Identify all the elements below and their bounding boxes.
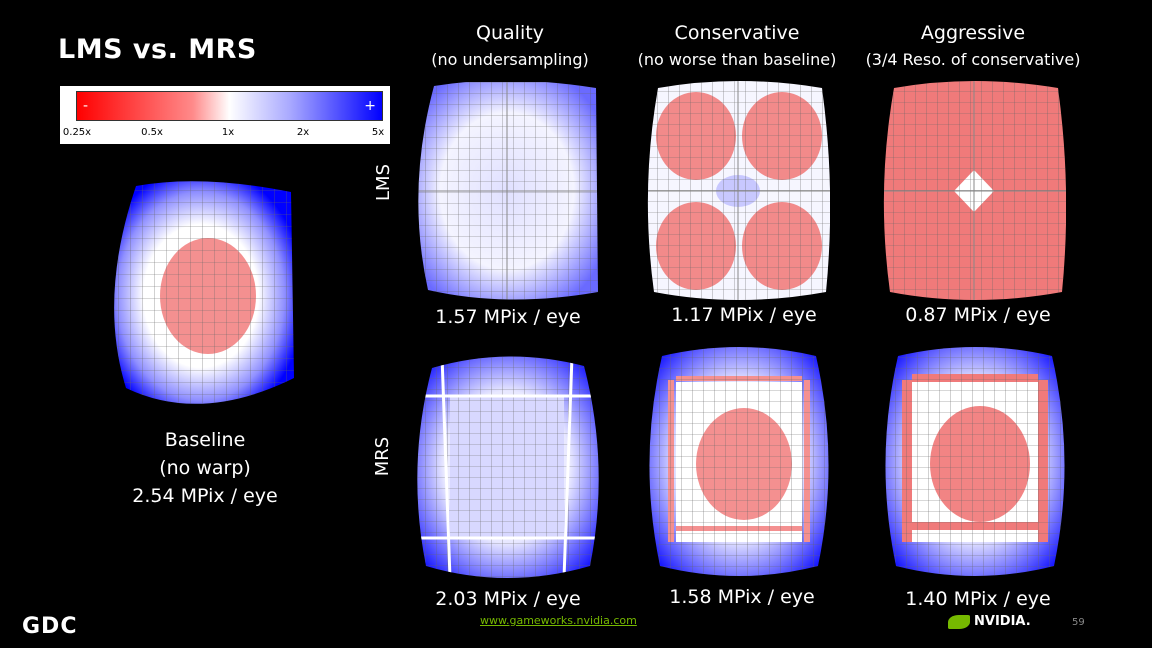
baseline-caption: Baseline (no warp) 2.54 MPix / eye <box>100 426 310 510</box>
color-scale-legend: - + 0.25x 0.5x 1x 2x 5x <box>60 86 390 144</box>
lms-aggressive-mpix: 0.87 MPix / eye <box>905 304 1051 326</box>
slide-title: LMS vs. MRS <box>58 34 257 65</box>
lms-conservative-mpix: 1.17 MPix / eye <box>671 304 817 326</box>
legend-tick: 2x <box>296 127 310 138</box>
column-heading-aggressive: Aggressive (3/4 Reso. of conservative) <box>855 22 1091 69</box>
page-number: 59 <box>1072 617 1085 628</box>
baseline-sublabel: (no warp) <box>159 457 251 479</box>
baseline-label: Baseline <box>164 429 246 451</box>
mrs-quality-heatmap <box>414 356 600 578</box>
subheading-text: (no undersampling) <box>431 50 589 69</box>
legend-tick: 5x <box>371 127 385 138</box>
minus-sign: - <box>83 98 89 114</box>
mrs-quality-mpix: 2.03 MPix / eye <box>435 588 581 610</box>
nvidia-logo: NVIDIA. <box>948 614 1031 629</box>
row-label-lms: LMS <box>372 164 394 201</box>
baseline-mpix: 2.54 MPix / eye <box>132 485 278 507</box>
lms-quality-heatmap <box>414 82 600 300</box>
column-heading-conservative: Conservative (no worse than baseline) <box>622 22 852 69</box>
lms-quality-mpix: 1.57 MPix / eye <box>435 306 581 328</box>
heading-text: Conservative <box>674 22 800 44</box>
subheading-text: (3/4 Reso. of conservative) <box>865 50 1081 69</box>
subheading-text: (no worse than baseline) <box>637 50 837 69</box>
mrs-aggressive-mpix: 1.40 MPix / eye <box>905 588 1051 610</box>
nvidia-logo-text: NVIDIA. <box>974 614 1031 629</box>
lms-aggressive-heatmap <box>882 80 1066 302</box>
row-label-mrs: MRS <box>372 436 394 477</box>
column-heading-quality: Quality (no undersampling) <box>410 22 610 69</box>
lms-conservative-heatmap <box>646 80 830 302</box>
gdc-logo: GDC <box>22 614 78 639</box>
heading-text: Aggressive <box>920 22 1026 44</box>
legend-tick: 0.5x <box>141 127 163 138</box>
legend-tick: 0.25x <box>62 127 92 138</box>
baseline-heatmap <box>106 178 296 414</box>
mrs-conservative-heatmap <box>648 346 830 576</box>
heading-text: Quality <box>476 22 544 44</box>
footer-link[interactable]: www.gameworks.nvidia.com <box>480 614 637 627</box>
mrs-conservative-mpix: 1.58 MPix / eye <box>669 586 815 608</box>
mrs-aggressive-heatmap <box>884 346 1066 576</box>
legend-tick: 1x <box>221 127 235 138</box>
plus-sign: + <box>364 98 376 114</box>
color-scale-bar: - + <box>76 91 383 121</box>
nvidia-eye-icon <box>948 614 970 629</box>
